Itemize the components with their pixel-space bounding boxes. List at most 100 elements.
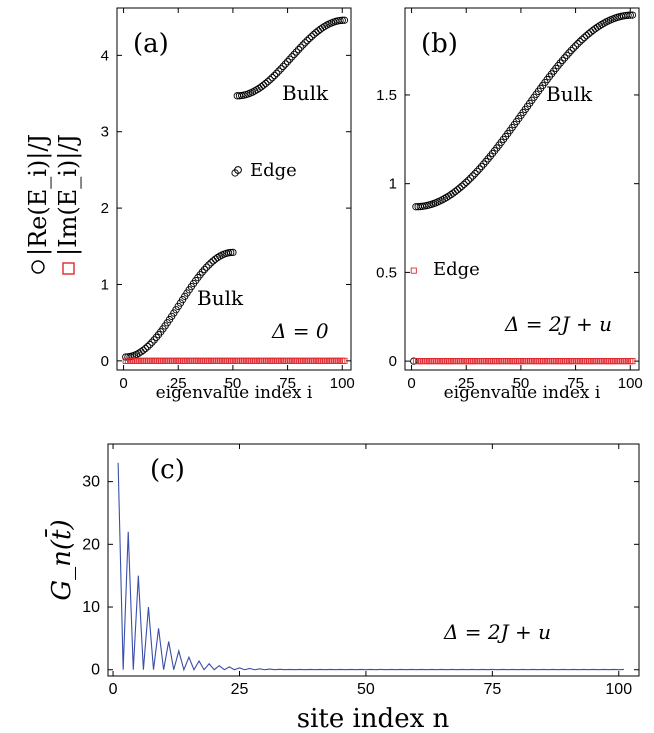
eigenvalue-re-point bbox=[565, 49, 573, 57]
eigenvalue-re-point bbox=[259, 81, 268, 89]
panel-a-ytick-label: 0 bbox=[101, 353, 109, 370]
eigenvalue-re-point bbox=[275, 67, 283, 75]
panel-c-ytick-label: 30 bbox=[82, 474, 100, 491]
eigenvalue-re-point bbox=[277, 65, 285, 73]
eigenvalue-re-point bbox=[286, 55, 294, 63]
panel-b-ytick-label: 1 bbox=[389, 176, 397, 193]
eigenvalue-re-point bbox=[626, 11, 634, 19]
eigenvalue-re-point bbox=[624, 11, 632, 19]
panel-c-xtick-label: 0 bbox=[109, 681, 118, 698]
panel-a-ylabel: |Re(E_i)|/J bbox=[24, 134, 53, 274]
eigenvalue-re-point bbox=[475, 165, 484, 173]
panel-a-xlabel: eigenvalue index i bbox=[156, 383, 313, 403]
panel-b-xtick-label: 50 bbox=[513, 375, 530, 392]
eigenvalue-re-point bbox=[456, 184, 464, 192]
panel-b-xtick-label: 25 bbox=[458, 375, 475, 392]
edge-re-point bbox=[410, 357, 418, 365]
panel-a-ytick-label: 1 bbox=[101, 276, 109, 293]
eigenvalue-re-point bbox=[213, 253, 222, 262]
eigenvalue-re-point bbox=[264, 77, 272, 86]
eigenvalue-re-point bbox=[336, 16, 344, 25]
panel-c-xtick-label: 75 bbox=[483, 681, 501, 698]
eigenvalue-re-point bbox=[207, 259, 215, 267]
ylabel-im: |Im(E_i)|/J bbox=[54, 134, 83, 256]
panel-a-delta: Δ = 0 bbox=[271, 319, 329, 343]
eigenvalue-re-point bbox=[262, 79, 270, 88]
eigenvalue-im-point bbox=[629, 358, 636, 365]
panel-b-plot: 0 25 50 75 100 0 0.5 1 1.5 bbox=[376, 8, 643, 392]
panel-b-bulk: Bulk bbox=[546, 82, 593, 106]
eigenvalue-re-point bbox=[574, 40, 582, 48]
panel-a-ytick-label: 2 bbox=[101, 200, 109, 217]
eigenvalue-re-point bbox=[283, 58, 292, 66]
eigenvalue-re-point bbox=[338, 16, 346, 24]
panel-a-xlabel-text: eigenvalue index i bbox=[156, 383, 313, 403]
eigenvalue-re-point bbox=[469, 172, 477, 180]
eigenvalue-re-point bbox=[576, 37, 584, 46]
panel-c-xlabel: site index n bbox=[297, 704, 450, 733]
eigenvalue-re-point bbox=[310, 30, 318, 39]
panel-b-xtick-label: 0 bbox=[407, 375, 415, 392]
eigenvalue-re-point bbox=[139, 346, 147, 354]
eigenvalue-re-point bbox=[473, 167, 481, 175]
panel-c-axes bbox=[107, 443, 640, 677]
eigenvalue-re-point bbox=[628, 11, 637, 19]
panel-c-ytick-label: 10 bbox=[82, 599, 100, 616]
eigenvalue-re-point bbox=[205, 261, 213, 269]
eigenvalue-re-point bbox=[307, 32, 316, 41]
eigenvalue-re-point bbox=[292, 48, 300, 56]
panel-c-xlabel-text: site index n bbox=[297, 704, 450, 733]
eigenvalue-re-point bbox=[227, 248, 235, 257]
eigenvalue-re-point bbox=[303, 36, 311, 45]
panel-c-xtick-label: 25 bbox=[231, 681, 249, 698]
panel-b-axes bbox=[404, 7, 640, 371]
eigenvalue-re-point bbox=[297, 43, 305, 51]
eigenvalue-re-point bbox=[580, 33, 588, 42]
eigenvalue-re-point bbox=[266, 76, 274, 84]
panel-b-xtick-label: 75 bbox=[567, 375, 584, 392]
panel-a-xtick-label: 75 bbox=[279, 375, 296, 392]
panel-b-xlabel-text: eigenvalue index i bbox=[444, 383, 601, 403]
panel-b-ytick-label: 0.5 bbox=[376, 264, 397, 281]
panel-c-xtick-label: 100 bbox=[605, 681, 632, 698]
panel-a-plot: 0 25 50 75 100 0 1 2 3 4 bbox=[101, 8, 355, 392]
panel-c-xtick-label: 50 bbox=[357, 681, 375, 698]
eigenvalue-re-point bbox=[582, 31, 591, 40]
panel-b-label: (b) bbox=[421, 29, 458, 59]
eigenvalue-re-point bbox=[340, 16, 349, 24]
panel-a-edge-marker bbox=[234, 166, 242, 174]
eigenvalue-re-point bbox=[288, 53, 296, 61]
panel-a-xtick-label: 0 bbox=[119, 375, 127, 392]
panel-b-ytick-label: 0 bbox=[389, 353, 397, 370]
eigenvalue-re-point bbox=[279, 62, 287, 71]
panel-c-label: (c) bbox=[150, 455, 185, 485]
eigenvalue-re-point bbox=[143, 342, 152, 351]
eigenvalue-re-point bbox=[453, 186, 462, 194]
eigenvalue-re-point bbox=[460, 180, 468, 188]
eigenvalue-re-point bbox=[301, 39, 309, 47]
eigenvalue-re-point bbox=[141, 344, 150, 353]
panel-a-edge: Edge bbox=[250, 160, 297, 181]
panel-a-xtick-label: 25 bbox=[170, 375, 187, 392]
eigenvalue-re-point bbox=[471, 170, 479, 178]
eigenvalue-re-point bbox=[480, 160, 488, 168]
eigenvalue-im-point bbox=[341, 357, 348, 364]
eigenvalue-re-point bbox=[270, 71, 279, 80]
panel-b-xlabel: eigenvalue index i bbox=[444, 383, 601, 403]
eigenvalue-re-point bbox=[229, 248, 237, 257]
panel-c-ylabel-text: G_n(t̄) bbox=[44, 519, 77, 600]
ylabel-circle-marker bbox=[31, 260, 45, 274]
panel-a-bulk-upper: Bulk bbox=[282, 81, 329, 105]
panel-b-edge: Edge bbox=[433, 259, 480, 280]
eigenvalue-re-point bbox=[563, 51, 571, 59]
eigenvalue-re-point bbox=[464, 176, 473, 184]
eigenvalue-re-point bbox=[305, 34, 314, 43]
eigenvalue-re-point bbox=[458, 182, 466, 190]
panel-a-xtick-label: 100 bbox=[330, 375, 355, 392]
ylabel-re: |Re(E_i)|/J bbox=[24, 134, 53, 256]
panel-a-axes bbox=[116, 7, 352, 371]
eigenvalue-re-point bbox=[567, 46, 575, 55]
panel-b-xtick-label: 100 bbox=[618, 375, 643, 392]
panel-b-ytick-label: 1.5 bbox=[376, 87, 397, 104]
panel-a-label: (a) bbox=[133, 29, 169, 59]
